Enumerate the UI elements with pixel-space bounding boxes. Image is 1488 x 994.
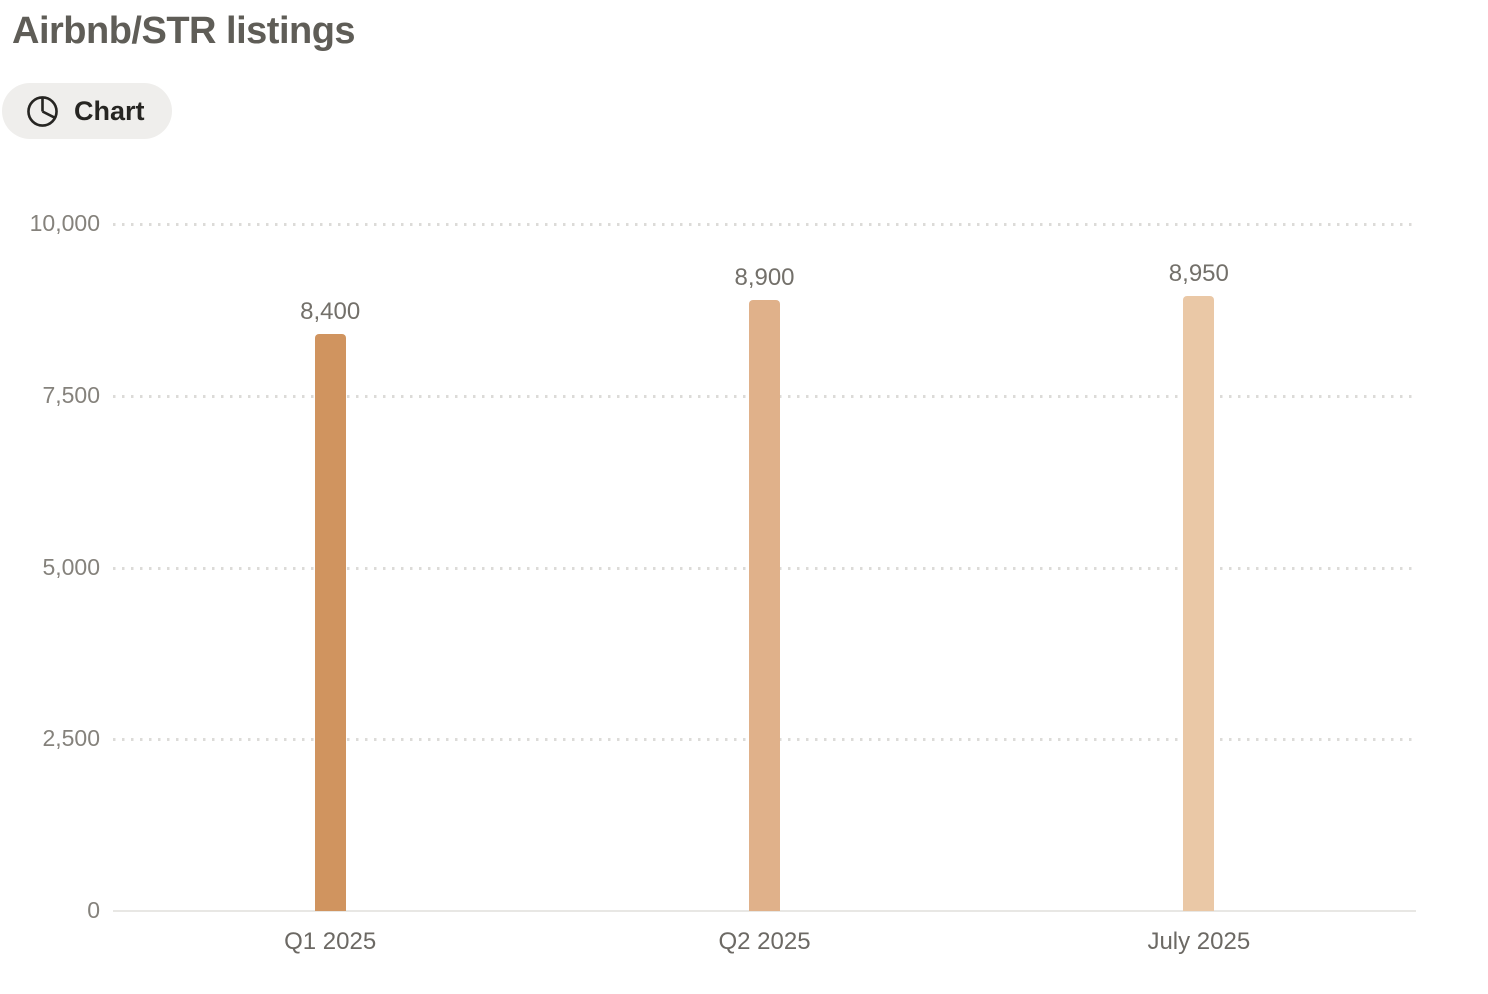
y-tick-label: 7,500 (42, 381, 100, 408)
y-tick-label: 10,000 (29, 209, 100, 236)
y-gridline (113, 223, 1416, 226)
bar-value-label: 8,950 (1168, 260, 1229, 288)
bar-value-label: 8,900 (734, 263, 795, 291)
bar-value-label: 8,400 (300, 297, 361, 325)
x-tick-label: July 2025 (1147, 928, 1251, 955)
x-tick-label: Q2 2025 (718, 928, 811, 955)
chart-button-label: Chart (74, 95, 145, 126)
bar[interactable] (749, 299, 780, 911)
x-axis-baseline (113, 910, 1416, 912)
pie-chart-icon (24, 93, 61, 130)
page-title: Airbnb/STR listings (12, 10, 356, 52)
bar[interactable] (314, 333, 346, 911)
y-tick-label: 2,500 (42, 725, 100, 752)
y-tick-label: 0 (87, 896, 100, 923)
y-tick-label: 5,000 (42, 553, 100, 580)
x-tick-label: Q1 2025 (284, 928, 377, 955)
chart-toggle-button[interactable]: Chart (2, 83, 172, 139)
bar[interactable] (1183, 296, 1215, 911)
